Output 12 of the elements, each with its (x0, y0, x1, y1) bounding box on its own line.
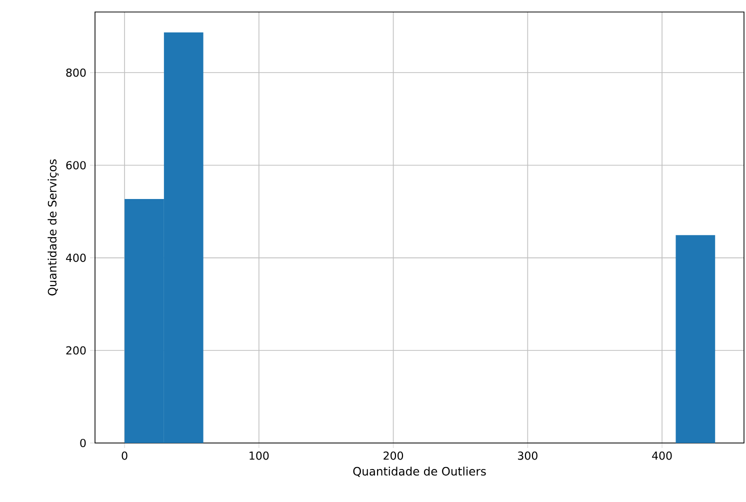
y-tick-label: 600 (66, 161, 86, 170)
x-tick-label: 300 (518, 452, 538, 460)
y-axis-title: Quantidade de Serviços (48, 159, 59, 296)
y-tick-label: 200 (66, 346, 86, 355)
y-tick-label: 400 (66, 254, 86, 262)
x-tick-label: 200 (384, 452, 404, 460)
y-tick-label: 0 (80, 438, 86, 448)
x-tick-label: 0 (122, 452, 128, 460)
x-axis-title: Quantidade de Outliers (353, 466, 486, 477)
y-tick-label: 800 (66, 68, 86, 77)
x-tick-label: 100 (250, 452, 269, 460)
x-tick-label: 400 (652, 452, 672, 460)
